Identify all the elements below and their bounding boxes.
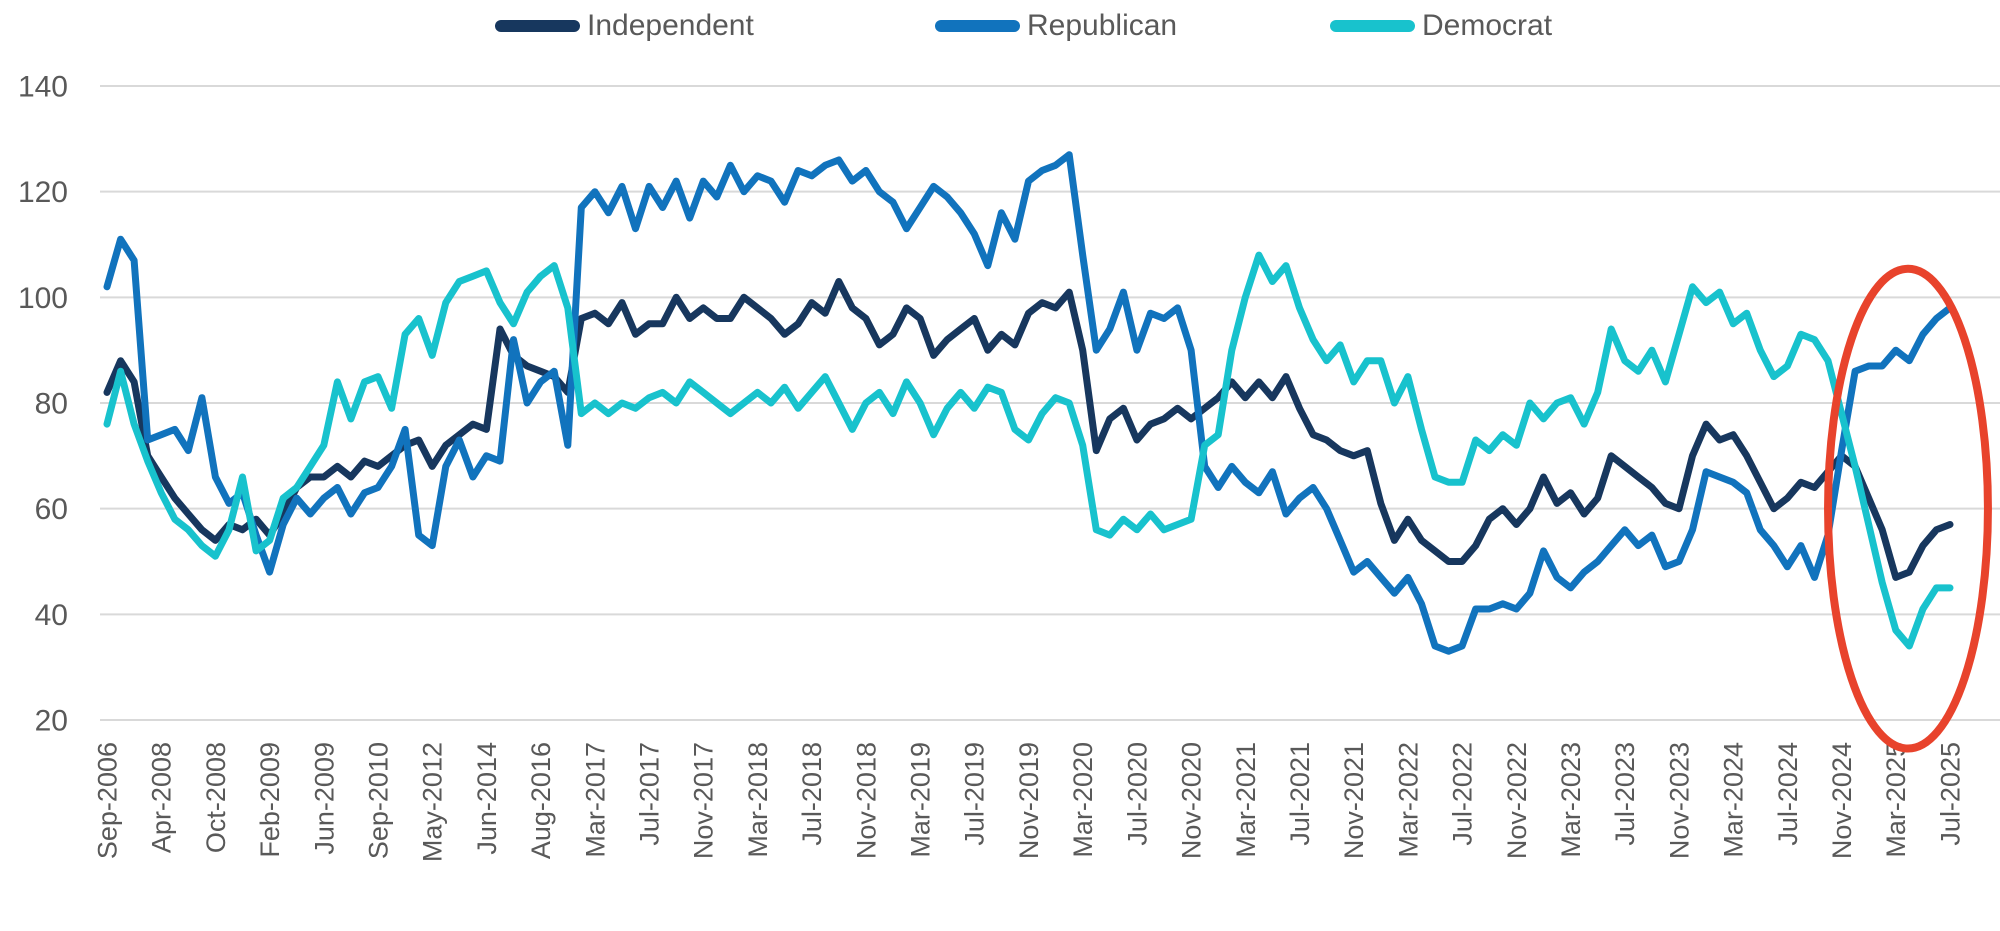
x-axis-tick-label: Nov-2022	[1502, 742, 1532, 859]
legend-label-democrat: Democrat	[1422, 9, 1553, 42]
x-axis-tick-label: Mar-2025	[1881, 742, 1911, 858]
legend-label-republican: Republican	[1027, 9, 1178, 42]
legend-item-independent: Independent	[495, 6, 754, 46]
x-axis-tick-label: Nov-2023	[1664, 742, 1694, 859]
legend-label-independent: Independent	[587, 9, 754, 42]
y-axis-tick-label: 20	[35, 705, 68, 738]
x-axis-tick-label: Jul-2021	[1285, 742, 1315, 846]
series-line-republican	[103, 151, 1954, 655]
legend-item-democrat: Democrat	[1330, 6, 1552, 46]
x-axis-tick-label: Sep-2010	[363, 742, 393, 859]
x-axis-tick-label: Jul-2024	[1773, 742, 1803, 846]
x-axis-tick-label: Mar-2019	[906, 742, 936, 858]
x-axis-tick-label: May-2012	[418, 742, 448, 862]
y-axis-tick-label: 60	[35, 493, 68, 526]
legend-swatch-republican	[935, 20, 1020, 32]
x-axis-tick-label: Apr-2008	[147, 742, 177, 853]
x-axis-tick-label: Nov-2024	[1827, 742, 1857, 859]
x-axis-tick-label: Jun-2009	[309, 742, 339, 855]
x-axis-tick-label: Nov-2018	[851, 742, 881, 859]
x-axis-tick-label: Mar-2018	[743, 742, 773, 858]
x-axis-tick-label: Feb-2009	[255, 742, 285, 858]
x-axis-tick-label: Mar-2020	[1068, 742, 1098, 858]
x-axis-tick-label: Jul-2017	[635, 742, 665, 846]
legend-swatch-democrat	[1330, 20, 1415, 32]
chart-legend: Independent Republican Democrat	[0, 6, 2000, 50]
legend-swatch-independent	[495, 20, 580, 32]
x-axis-tick-label: Mar-2021	[1231, 742, 1261, 858]
x-axis-tick-label: Aug-2016	[526, 742, 556, 859]
x-axis-tick-label: Jun-2014	[472, 742, 502, 855]
x-axis-tick-label: Jul-2022	[1448, 742, 1478, 846]
x-axis-tick-label: Jul-2025	[1935, 742, 1965, 846]
x-axis-tick-label: Mar-2022	[1393, 742, 1423, 858]
x-axis-tick-label: Jul-2020	[1122, 742, 1152, 846]
legend-item-republican: Republican	[935, 6, 1177, 46]
x-axis-tick-label: Nov-2017	[689, 742, 719, 859]
y-axis-tick-label: 100	[18, 282, 68, 315]
x-axis-tick-label: Nov-2021	[1339, 742, 1369, 859]
y-axis-tick-label: 120	[18, 176, 68, 209]
x-axis-tick-label: Oct-2008	[201, 742, 231, 853]
y-axis-tick-label: 40	[35, 599, 68, 632]
x-axis-tick-label: Mar-2017	[580, 742, 610, 858]
x-axis-tick-label: Jul-2018	[797, 742, 827, 846]
y-axis-tick-label: 80	[35, 388, 68, 421]
y-axis-tick-label: 140	[18, 71, 68, 104]
x-axis-tick-label: Jul-2019	[960, 742, 990, 846]
x-axis-tick-label: Nov-2019	[1014, 742, 1044, 859]
x-axis-tick-label: Jul-2023	[1610, 742, 1640, 846]
x-axis-tick-label: Mar-2023	[1556, 742, 1586, 858]
series-line-democrat	[103, 251, 1954, 650]
x-axis-tick-label: Sep-2006	[92, 742, 122, 859]
highlight-ellipse-annotation	[1824, 264, 1992, 753]
series-line-independent	[103, 278, 1954, 581]
x-axis-tick-label: Mar-2024	[1719, 742, 1749, 858]
x-axis-tick-label: Nov-2020	[1177, 742, 1207, 859]
